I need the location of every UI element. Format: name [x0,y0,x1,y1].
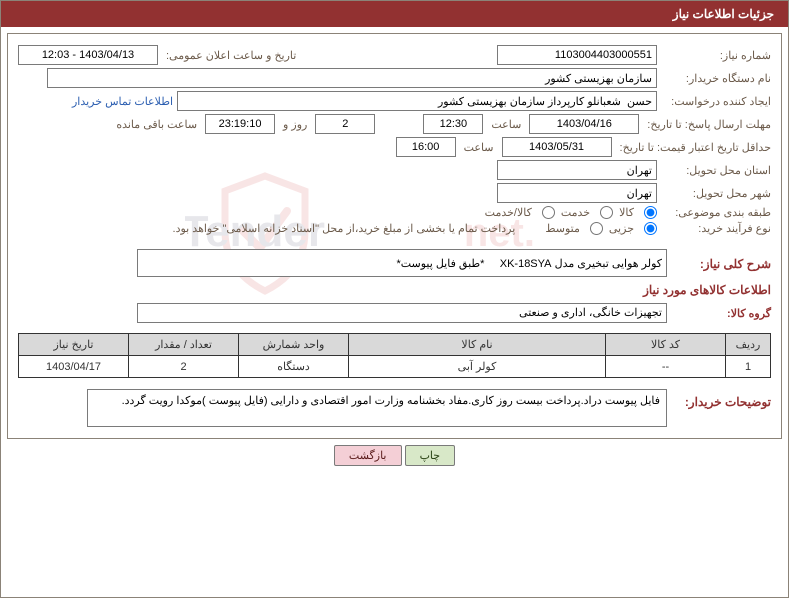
description-field[interactable] [137,249,667,277]
buyer-org-field[interactable] [47,68,657,88]
items-table: ردیف کد کالا نام کالا واحد شمارش تعداد /… [18,333,771,378]
group-label: گروه کالا: [671,307,771,320]
col-row: ردیف [726,334,771,356]
process-medium-label: متوسط [545,222,580,235]
col-unit: واحد شمارش [239,334,349,356]
print-button[interactable]: چاپ [405,445,456,466]
announce-datetime-field[interactable] [18,45,158,65]
deadline-hour-label: ساعت [487,118,525,131]
province-field[interactable] [497,160,657,180]
remaining-time-field[interactable] [205,114,275,134]
days-and-label: روز و [279,118,311,131]
cell-qty: 2 [129,356,239,378]
deadline-time-field[interactable] [423,114,483,134]
cell-code: -- [606,356,726,378]
col-qty: تعداد / مقدار [129,334,239,356]
panel-title: جزئیات اطلاعات نیاز [673,7,774,21]
requester-field[interactable] [177,91,657,111]
need-number-label: شماره نیاز: [661,49,771,62]
payment-note: پرداخت تمام یا بخشی از مبلغ خرید،از محل … [173,222,516,235]
table-row: 1 -- کولر آبی دستگاه 2 1403/04/17 [19,356,771,378]
col-code: کد کالا [606,334,726,356]
back-button[interactable]: بازگشت [334,445,402,466]
cell-name: کولر آبی [349,356,606,378]
buyer-notes-label: توضیحات خریدار: [671,395,771,409]
col-name: نام کالا [349,334,606,356]
announce-label: تاریخ و ساعت اعلان عمومی: [162,49,300,62]
buyer-notes-field[interactable]: فایل پیوست دراد.پرداخت بیست روز کاری.مفا… [87,389,667,427]
footer-buttons: چاپ بازگشت [1,445,788,466]
province-label: استان محل تحویل: [661,164,771,177]
cell-row: 1 [726,356,771,378]
need-number-field[interactable] [497,45,657,65]
process-small-radio[interactable] [644,222,657,235]
group-field[interactable] [137,303,667,323]
remaining-label: ساعت باقی مانده [112,118,201,131]
category-label: طبقه بندی موضوعی: [661,206,771,219]
category-goods-label: کالا [619,206,634,219]
process-label: نوع فرآیند خرید: [661,222,771,235]
category-service-radio[interactable] [600,206,613,219]
items-section-title: اطلاعات کالاهای مورد نیاز [18,283,771,297]
window: جزئیات اطلاعات نیاز AriaTender .net شمار… [0,0,789,598]
validity-hour-label: ساعت [460,141,498,154]
buyer-org-label: نام دستگاه خریدار: [661,72,771,85]
description-title: شرح کلی نیاز: [671,257,771,271]
table-header-row: ردیف کد کالا نام کالا واحد شمارش تعداد /… [19,334,771,356]
cell-date: 1403/04/17 [19,356,129,378]
city-label: شهر محل تحویل: [661,187,771,200]
city-field[interactable] [497,183,657,203]
content-panel: AriaTender .net شماره نیاز: تاریخ و ساعت… [7,33,782,439]
validity-time-field[interactable] [396,137,456,157]
deadline-date-field[interactable] [529,114,639,134]
category-service-label: خدمت [561,206,590,219]
process-small-label: جزیی [609,222,634,235]
process-medium-radio[interactable] [590,222,603,235]
validity-date-field[interactable] [502,137,612,157]
buyer-contact-link[interactable]: اطلاعات تماس خریدار [72,95,173,108]
deadline-label: مهلت ارسال پاسخ: تا تاریخ: [643,118,771,131]
remaining-days-field[interactable] [315,114,375,134]
category-both-radio[interactable] [542,206,555,219]
category-goods-radio[interactable] [644,206,657,219]
requester-label: ایجاد کننده درخواست: [661,95,771,108]
validity-label: حداقل تاریخ اعتبار قیمت: تا تاریخ: [616,141,771,154]
panel-header: جزئیات اطلاعات نیاز [1,1,788,27]
col-date: تاریخ نیاز [19,334,129,356]
category-both-label: کالا/خدمت [485,206,532,219]
cell-unit: دستگاه [239,356,349,378]
